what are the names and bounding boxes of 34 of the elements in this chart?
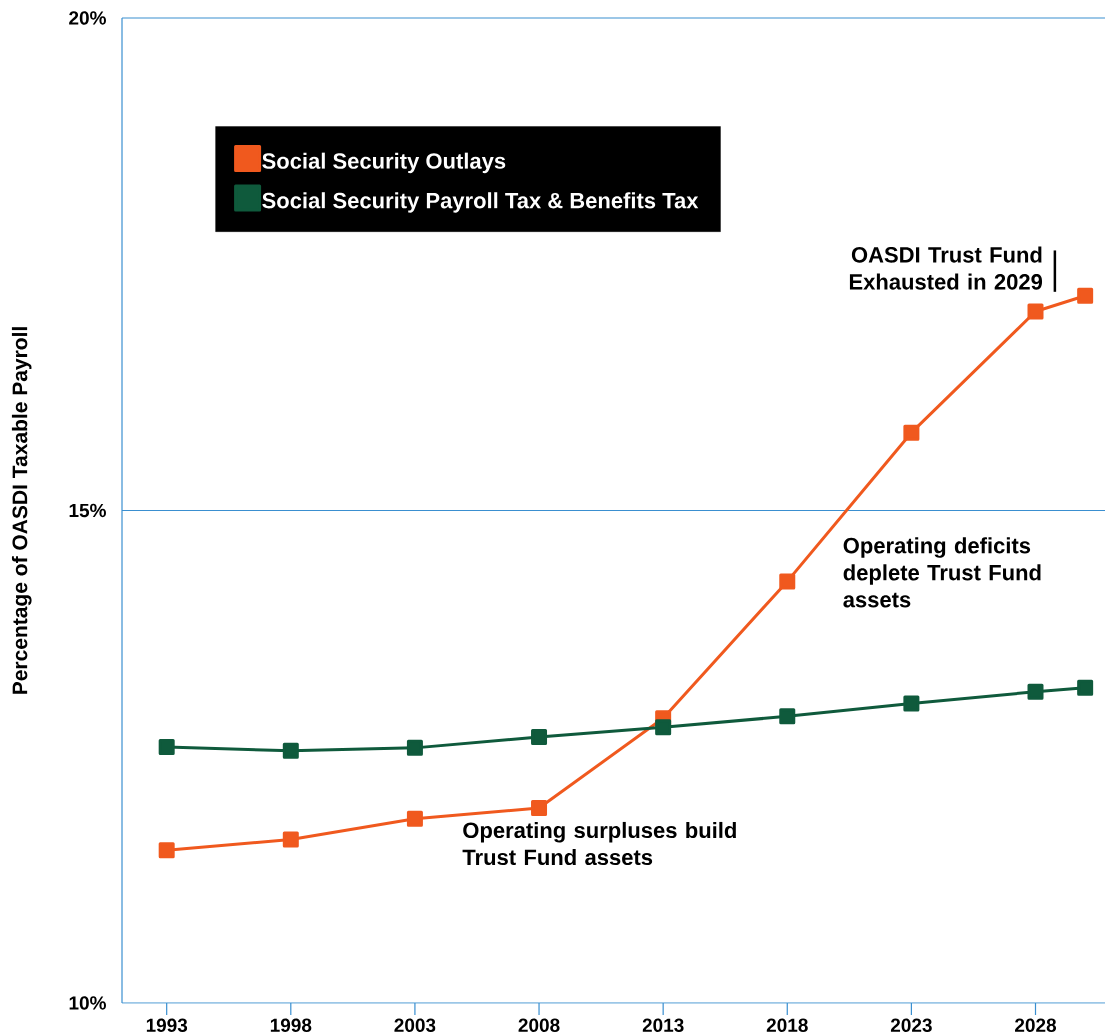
point [406, 810, 423, 827]
x-tick-label: 2018 [766, 1018, 808, 1032]
point [1027, 683, 1044, 700]
legend-label: Social Security Payroll Tax & Benefits Tax [262, 192, 699, 213]
point [158, 738, 175, 755]
annotation: Operating surpluses build Trust Fund assets [462, 821, 736, 866]
x-tick-label: 1993 [146, 1018, 188, 1032]
x-tick-label: 2003 [394, 1018, 436, 1032]
point [282, 742, 299, 759]
y-tick-label: 15% [69, 503, 106, 518]
x-tick-label: 2023 [890, 1018, 932, 1032]
annotation: OASDI Trust Fund Exhausted in 2029 [849, 246, 1043, 290]
point [531, 729, 548, 746]
annotation: Operating deficits deplete Trust Fund assets [843, 537, 1041, 608]
x-tick-label: 2008 [518, 1018, 560, 1032]
x-tick-label: 2013 [642, 1018, 684, 1032]
point [903, 424, 920, 441]
point [406, 739, 423, 756]
point [1027, 303, 1044, 320]
x-tick-label: 1998 [270, 1018, 312, 1032]
x-tick-label: 2028 [1015, 1018, 1057, 1032]
point [531, 799, 548, 816]
y-tick-label: 10% [69, 996, 106, 1010]
y-tick-label: 20% [69, 11, 106, 25]
point [1077, 679, 1094, 696]
legend-label: Social Security Outlays [262, 152, 506, 174]
point [655, 719, 672, 736]
point [282, 831, 299, 848]
point [779, 708, 796, 725]
point [903, 695, 920, 712]
point [1077, 287, 1094, 304]
point [779, 573, 796, 590]
point [158, 842, 175, 859]
y-axis-title: Percentage of OASDI Taxable Payroll [11, 327, 32, 694]
